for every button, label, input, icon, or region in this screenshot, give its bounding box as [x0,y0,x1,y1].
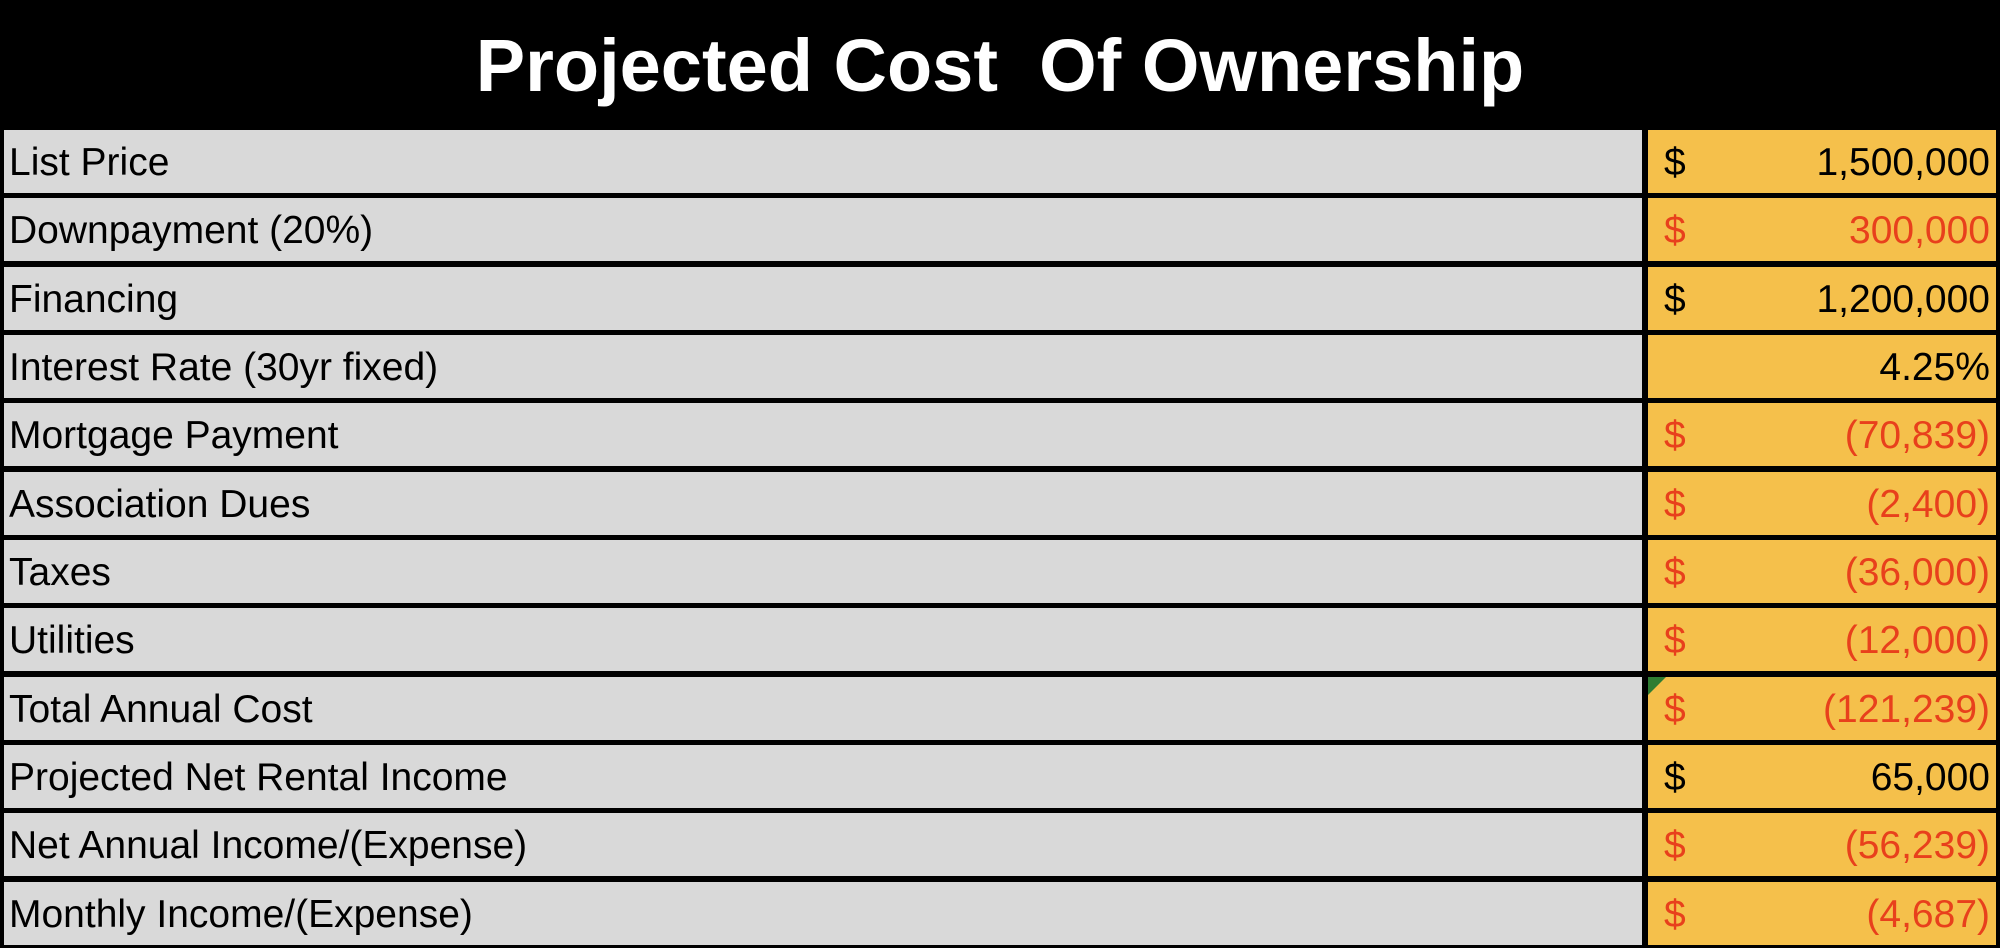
row-label: Net Annual Income/(Expense) [4,813,1642,877]
value-cell: $ (2,400) [1648,471,1996,535]
currency-symbol: $ [1664,141,1686,184]
amount: (36,000) [1844,551,1990,594]
row-label: Projected Net Rental Income [4,745,1642,808]
row-label: Mortgage Payment [4,403,1642,467]
row-label: Utilities [4,608,1642,672]
value-cell: $1,200,000 [1648,266,1996,330]
currency-symbol: $ [1664,209,1686,253]
amount: 65,000 [1870,756,1990,799]
currency-symbol: $ [1664,619,1686,663]
row-label: Association Dues [4,471,1642,535]
value-cell: $65,000 [1648,745,1996,808]
currency-symbol: $ [1664,892,1686,936]
amount: (121,239) [1823,687,1990,731]
currency-symbol: $ [1664,551,1686,594]
value-cell: 4.25% [1648,335,1996,398]
value-cell: $ (12,000) [1648,608,1996,672]
row-label: Interest Rate (30yr fixed) [4,335,1642,398]
amount: 4.25% [1879,346,1990,389]
value-cell: $ (121,239) [1648,676,1996,740]
amount: 1,500,000 [1816,141,1990,184]
currency-symbol: $ [1664,277,1686,321]
row-label: Taxes [4,540,1642,603]
value-cell: $300,000 [1648,198,1996,262]
amount: (4,687) [1866,892,1990,936]
row-label: Downpayment (20%) [4,198,1642,262]
value-cell: $ (56,239) [1648,813,1996,877]
amount: (70,839) [1844,414,1990,458]
title: Projected Cost Of Ownership [475,24,1525,107]
row-label: Monthly Income/(Expense) [4,881,1642,945]
cell-marker [1648,676,1666,695]
row-label: List Price [4,130,1642,193]
value-cell: $1,500,000 [1648,130,1996,193]
amount: (12,000) [1844,619,1990,663]
currency-symbol: $ [1664,756,1686,799]
value-cell: $ (70,839) [1648,403,1996,467]
amount: (2,400) [1866,482,1990,526]
currency-symbol: $ [1664,482,1686,526]
currency-symbol: $ [1664,414,1686,458]
currency-symbol: $ [1664,687,1686,731]
currency-symbol: $ [1664,824,1686,868]
value-cell: $ (4,687) [1648,881,1996,945]
row-label: Total Annual Cost [4,676,1642,740]
amount: (56,239) [1844,824,1990,868]
amount: 300,000 [1849,209,1990,253]
value-cell: $ (36,000) [1648,540,1996,603]
row-label: Financing [4,266,1642,330]
amount: 1,200,000 [1816,277,1990,321]
